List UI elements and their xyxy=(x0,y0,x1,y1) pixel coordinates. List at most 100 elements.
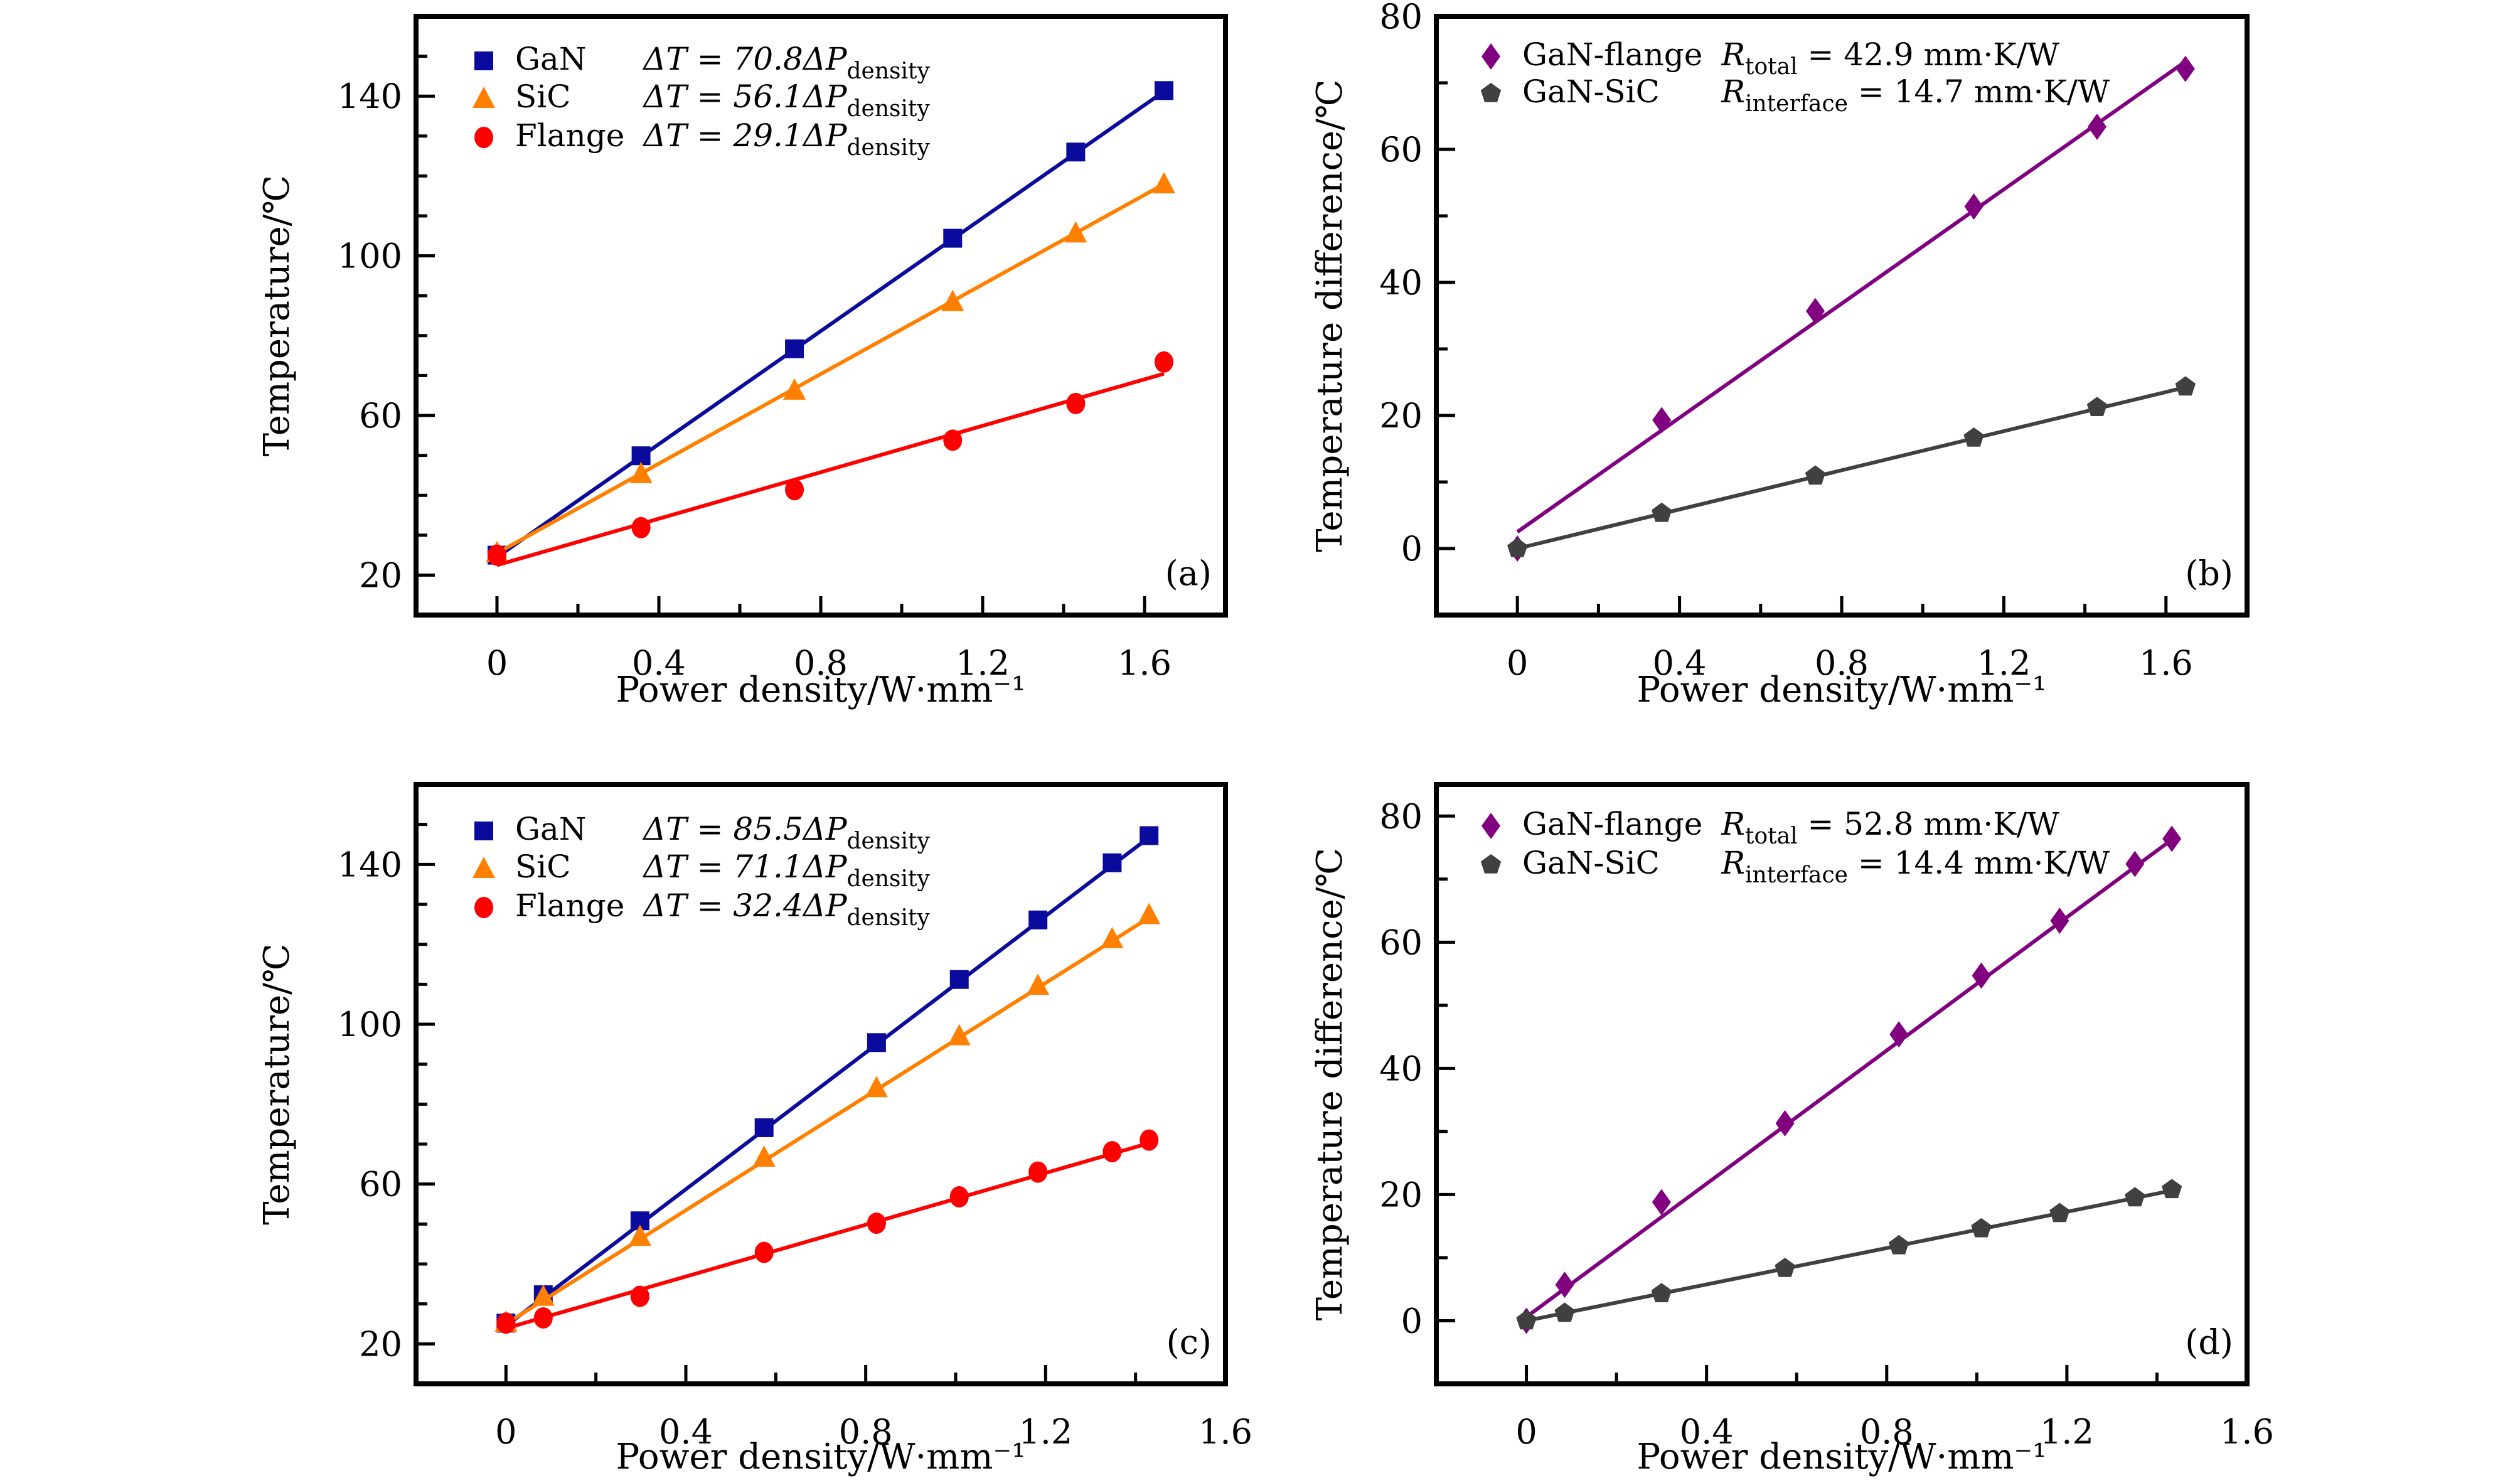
data-point xyxy=(1555,1272,1574,1298)
r-value: = 14.7 mm·K/W xyxy=(1848,73,2110,110)
x-tick-label: 1.6 xyxy=(2139,643,2193,683)
x-tick-label: 1.6 xyxy=(1199,1412,1252,1452)
series-flange xyxy=(488,351,1173,567)
data-point xyxy=(1775,1258,1795,1277)
panel-d: 0 0.4 0.8 1.2 1.6 0 20 40 60 80 Power density/W·mm… xyxy=(1310,782,2274,1477)
x-tick-label: 0.8 xyxy=(839,1412,893,1452)
legend-marker xyxy=(472,857,495,878)
data-point xyxy=(1972,962,1991,989)
legend-marker xyxy=(1482,43,1500,70)
data-point xyxy=(941,289,964,311)
y-axis-label: Temperature difference/℃ xyxy=(1310,848,1350,1320)
data-point xyxy=(533,1307,553,1329)
equation-subscript: density xyxy=(847,828,931,854)
x-tick-label: 0.4 xyxy=(632,643,686,683)
x-tick-label: 0.4 xyxy=(1680,1412,1734,1452)
r-symbol: R xyxy=(1721,73,1745,110)
equation-text: ΔT = 29.1ΔP xyxy=(642,117,848,154)
data-point xyxy=(752,1145,776,1167)
series-flange xyxy=(496,1129,1159,1334)
x-axis-label: Power density/W·mm⁻¹ xyxy=(616,1437,1025,1477)
y-tick-label: 60 xyxy=(1379,130,1423,169)
y-axis-label: Temperature/℃ xyxy=(257,943,297,1224)
legend-entry: GaN-flange Rtotal = 52.8 mm·K/W xyxy=(1482,806,2059,849)
data-point xyxy=(531,1284,555,1306)
legend-name: GaN-flange xyxy=(1522,806,1702,842)
legend-name: SiC xyxy=(515,849,571,885)
legend-marker xyxy=(474,51,493,70)
legend-name: GaN-SiC xyxy=(1522,845,1660,881)
data-point xyxy=(1064,221,1087,243)
data-point xyxy=(488,544,506,566)
data-point xyxy=(2162,1179,2182,1199)
legend-marker xyxy=(474,897,493,918)
legend: GaN-flange Rtotal = 52.8 mm·K/W GaN-SiC Rin… xyxy=(1480,806,2110,888)
series-gan xyxy=(496,826,1159,1333)
legend-name: Flange xyxy=(515,117,624,154)
r-symbol: R xyxy=(1721,845,1745,881)
y-tick-label: 60 xyxy=(359,396,402,436)
data-point xyxy=(1971,1218,1992,1238)
legend: GaN-flange Rtotal = 42.9 mm·K/W GaN-SiC Rin… xyxy=(1480,36,2110,117)
data-point xyxy=(1140,1129,1159,1151)
series-gan-flange xyxy=(1508,55,2195,562)
fit-line xyxy=(505,1141,1150,1330)
legend-entry: SiC ΔT = 71.1ΔPdensity xyxy=(472,849,931,892)
x-tick-label: 0 xyxy=(1507,643,1528,683)
series-gan-sic xyxy=(1516,1179,2182,1330)
r-subscript: interface xyxy=(1745,862,1848,888)
legend-resistance: Rinterface = 14.7 mm·K/W xyxy=(1721,73,2110,117)
data-point xyxy=(2087,113,2106,140)
fit-line xyxy=(505,916,1150,1326)
data-point xyxy=(1554,1302,1575,1322)
legend-entry: GaN-SiC Rinterface = 14.7 mm·K/W xyxy=(1480,73,2110,117)
legend-entry: GaN ΔT = 85.5ΔPdensity xyxy=(474,811,931,854)
equation-subscript: density xyxy=(847,866,931,892)
data-point xyxy=(628,1224,651,1246)
y-tick-label: 100 xyxy=(338,1005,402,1044)
data-point xyxy=(2125,850,2145,877)
series-gan-flange xyxy=(1517,825,2182,1334)
data-point xyxy=(1154,81,1173,100)
plot-frame xyxy=(1434,782,2250,1386)
equation-subscript: density xyxy=(847,96,931,122)
x-tick-label: 1.6 xyxy=(1118,643,1172,683)
fit-line xyxy=(1525,838,2173,1319)
legend-marker xyxy=(472,87,495,108)
legend-resistance: Rtotal = 52.8 mm·K/W xyxy=(1721,806,2059,849)
y-tick-label: 20 xyxy=(359,555,402,595)
data-point xyxy=(629,461,653,483)
series-sic xyxy=(486,172,1175,562)
legend-marker xyxy=(1480,854,1502,874)
data-point xyxy=(1651,1283,1672,1302)
data-point xyxy=(1652,502,1672,522)
data-point xyxy=(1889,1234,1909,1255)
data-point xyxy=(1140,826,1159,845)
x-axis-label: Power density/W·mm⁻¹ xyxy=(1636,1437,2046,1477)
y-tick-label: 0 xyxy=(1401,1301,1423,1341)
data-point xyxy=(2176,55,2195,82)
data-point xyxy=(785,339,804,358)
data-point xyxy=(1028,910,1048,929)
legend-equation: ΔT = 29.1ΔPdensity xyxy=(642,117,930,161)
legend-name: GaN-SiC xyxy=(1522,73,1660,110)
panel-label: (b) xyxy=(2185,554,2233,593)
legend-resistance: Rtotal = 42.9 mm·K/W xyxy=(1721,36,2059,80)
y-tick-label: 80 xyxy=(1379,796,1423,836)
legend-equation: ΔT = 71.1ΔPdensity xyxy=(642,849,930,892)
legend-entry: Flange ΔT = 29.1ΔPdensity xyxy=(474,117,931,161)
x-tick-label: 0.4 xyxy=(659,1412,713,1452)
x-tick-label: 0.4 xyxy=(1653,643,1707,683)
legend-name: GaN xyxy=(515,41,587,77)
x-tick-label: 1.2 xyxy=(2040,1412,2094,1452)
panel-label: (c) xyxy=(1167,1322,1212,1362)
data-point xyxy=(631,517,651,538)
data-point xyxy=(949,1186,969,1208)
equation-text: ΔT = 70.8ΔP xyxy=(642,41,848,77)
y-tick-label: 60 xyxy=(1379,923,1423,962)
data-point xyxy=(1101,926,1124,948)
y-tick-label: 140 xyxy=(338,845,402,884)
data-point xyxy=(865,1076,888,1098)
data-point xyxy=(1152,172,1175,194)
